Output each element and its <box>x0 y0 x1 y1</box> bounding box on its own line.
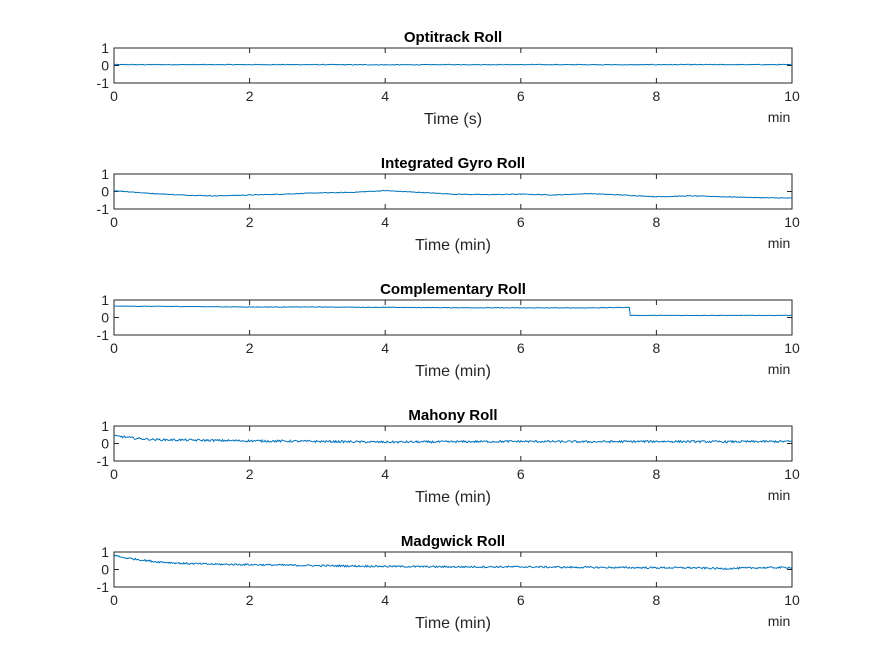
subplot-1: Optitrack Roll 0 2 4 6 8 10 -10 1 Time (s) min <box>97 29 800 128</box>
x-tick-label: 6 <box>517 340 525 356</box>
x-unit-label: min <box>768 235 791 251</box>
x-tick-label: 10 <box>784 214 800 230</box>
y-tick-label: 1 <box>101 544 109 560</box>
x-tick-label: 4 <box>381 88 389 104</box>
axes-frame <box>113 551 793 588</box>
x-tick-label: 6 <box>517 592 525 608</box>
y-tick-label: 0 <box>101 310 109 326</box>
x-tick-label: 6 <box>517 88 525 104</box>
x-tick-label: 0 <box>110 88 118 104</box>
series-line <box>113 434 793 444</box>
x-unit-label: min <box>768 361 791 377</box>
x-tick-label: 2 <box>246 592 254 608</box>
x-tick-label: 2 <box>246 466 254 482</box>
series-line <box>113 305 793 317</box>
x-tick-label: 2 <box>246 214 254 230</box>
x-tick-label: 2 <box>246 340 254 356</box>
x-tick-label: 4 <box>381 592 389 608</box>
series-line <box>113 189 793 199</box>
axes-frame <box>113 47 793 84</box>
subplot-4: Mahony Roll 0 2 4 6 8 10 -10 1 Time (min) min <box>97 407 800 506</box>
x-tick-label: 10 <box>784 466 800 482</box>
subplot-title: Mahony Roll <box>408 407 497 424</box>
series-line <box>113 554 793 571</box>
x-tick-label: 4 <box>381 214 389 230</box>
x-axis-label: Time (min) <box>415 489 491 506</box>
subplot-title: Madgwick Roll <box>401 533 505 550</box>
x-tick-label: 0 <box>110 214 118 230</box>
x-tick-label: 10 <box>784 592 800 608</box>
y-tick-label: -1 <box>97 453 110 469</box>
x-axis-label: Time (min) <box>415 237 491 254</box>
x-tick-label: 4 <box>381 466 389 482</box>
x-axis-label: Time (min) <box>415 615 491 632</box>
x-tick-label: 2 <box>246 88 254 104</box>
y-tick-label: 0 <box>101 562 109 578</box>
subplot-title: Complementary Roll <box>380 281 526 298</box>
y-tick-label: 0 <box>101 436 109 452</box>
y-tick-label: -1 <box>97 201 110 217</box>
x-tick-label: 6 <box>517 214 525 230</box>
x-tick-label: 0 <box>110 466 118 482</box>
y-tick-label: 1 <box>101 418 109 434</box>
x-axis-label: Time (min) <box>415 363 491 380</box>
y-tick-label: 1 <box>101 166 109 182</box>
y-tick-label: -1 <box>97 75 110 91</box>
subplot-2: Integrated Gyro Roll 0 2 4 6 8 10 -10 1 Time (min… <box>97 155 800 254</box>
y-tick-label: 0 <box>101 58 109 74</box>
x-tick-label: 8 <box>653 214 661 230</box>
x-tick-label: 4 <box>381 340 389 356</box>
x-tick-label: 8 <box>653 88 661 104</box>
subplot-3: Complementary Roll 0 2 4 6 8 10 -10 1 Time (min) m… <box>97 281 800 380</box>
series-line <box>113 63 792 66</box>
x-tick-label: 0 <box>110 592 118 608</box>
x-tick-label: 8 <box>653 340 661 356</box>
y-tick-label: 1 <box>101 40 109 56</box>
x-unit-label: min <box>768 109 791 125</box>
x-tick-label: 8 <box>653 592 661 608</box>
x-axis-label: Time (s) <box>424 111 482 128</box>
subplot-title: Optitrack Roll <box>404 29 502 46</box>
y-tick-label: 0 <box>101 184 109 200</box>
axes-frame <box>113 425 793 462</box>
axes-frame <box>113 173 793 210</box>
x-tick-label: 10 <box>784 340 800 356</box>
subplot-5: Madgwick Roll 0 2 4 6 8 10 -10 1 Time (min) min <box>97 533 800 632</box>
y-tick-label: -1 <box>97 579 110 595</box>
axes-frame <box>113 299 793 336</box>
x-tick-label: 10 <box>784 88 800 104</box>
y-tick-label: 1 <box>101 292 109 308</box>
x-tick-label: 8 <box>653 466 661 482</box>
y-tick-label: -1 <box>97 327 110 343</box>
x-unit-label: min <box>768 487 791 503</box>
x-tick-label: 6 <box>517 466 525 482</box>
x-unit-label: min <box>768 613 791 629</box>
x-tick-label: 0 <box>110 340 118 356</box>
subplot-title: Integrated Gyro Roll <box>381 155 525 172</box>
